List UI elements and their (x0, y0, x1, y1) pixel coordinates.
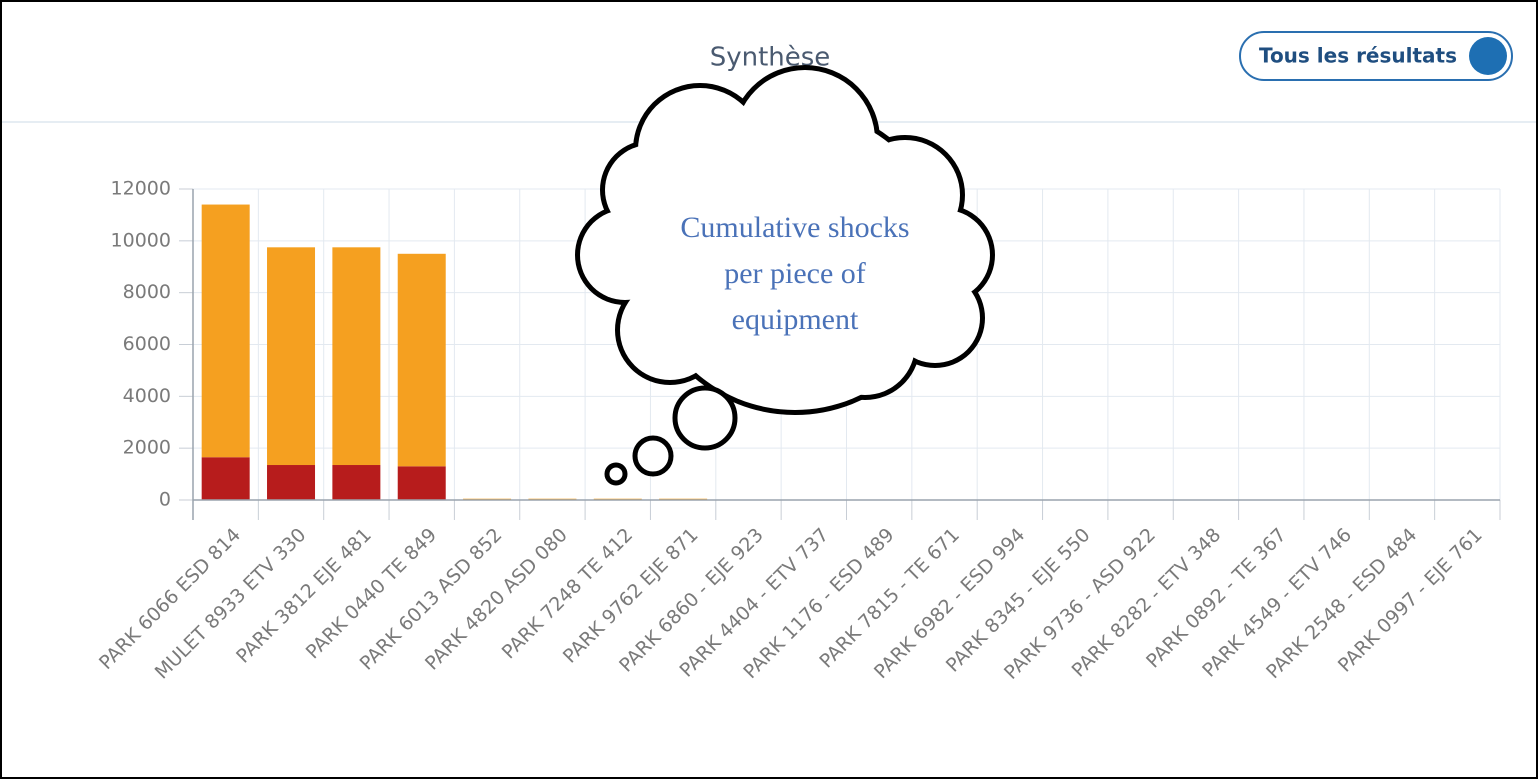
bar-segment (201, 457, 250, 500)
toggle-knob[interactable] (1469, 37, 1507, 75)
y-tick-label: 12000 (111, 178, 171, 200)
bar-segment (332, 247, 381, 466)
toggle[interactable]: Tous les résultats (1239, 31, 1513, 81)
toggle-label[interactable]: Tous les résultats (1259, 44, 1457, 68)
bar-segment (659, 498, 708, 500)
bar-segment (593, 498, 642, 500)
toggle-frame[interactable] (1239, 31, 1513, 81)
y-tick-label: 4000 (123, 385, 171, 407)
thought-bubble: Cumulative shocks per piece of equipment (575, 65, 995, 486)
bar-segment (267, 465, 316, 500)
bar-segment (267, 247, 316, 466)
annotation-line: per piece of (724, 257, 866, 290)
bar-segment (463, 498, 512, 500)
bar-segment (332, 465, 381, 500)
y-tick-label: 6000 (123, 333, 171, 355)
bar-segment (397, 466, 446, 500)
thought-dot (604, 462, 628, 486)
cloud-fill (645, 110, 945, 410)
y-tick-label: 0 (159, 489, 171, 511)
annotation-line: equipment (732, 303, 859, 336)
y-tick-label: 2000 (123, 437, 171, 459)
bar-segment (528, 498, 577, 500)
y-tick-label: 8000 (123, 281, 171, 303)
y-tick-label: 10000 (111, 229, 171, 251)
thought-dot (632, 435, 674, 477)
annotation-line: Cumulative shocks (680, 211, 909, 244)
bar-segment (201, 204, 250, 458)
bar-segment (397, 253, 446, 467)
thought-dot (672, 385, 738, 451)
